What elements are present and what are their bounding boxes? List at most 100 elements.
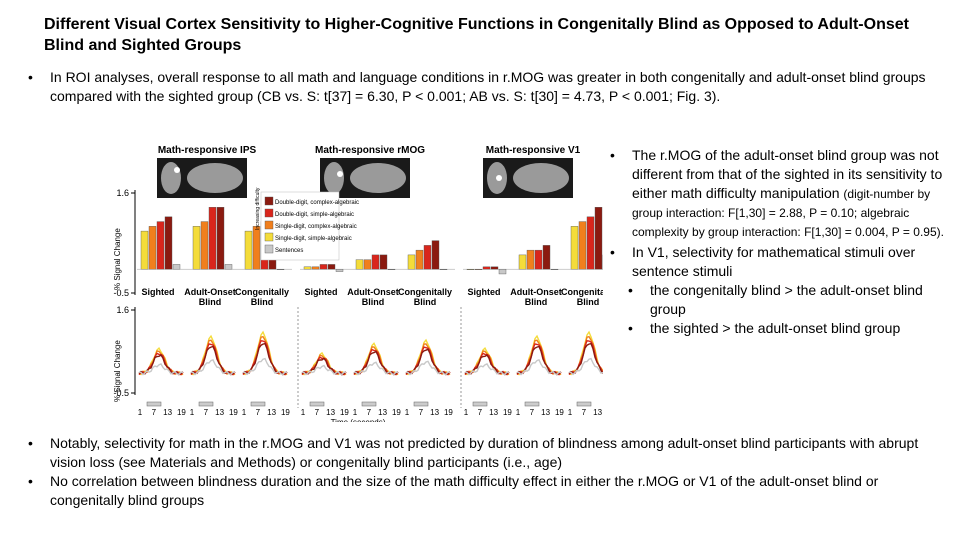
time-course (301, 364, 347, 376)
x-tick-label: 1 (242, 408, 247, 417)
time-course (568, 357, 603, 376)
group-label: Adult-Onset Blind (347, 287, 399, 307)
bar (550, 268, 559, 270)
group-label: Congenitally Blind (235, 287, 290, 307)
stim-bar (146, 401, 162, 407)
x-tick-label: 19 (444, 408, 453, 417)
time-course (568, 342, 603, 374)
bar (594, 207, 603, 270)
x-tick-label: 13 (267, 408, 276, 417)
legend-swatch (264, 220, 274, 230)
panel-title: Math-responsive V1 (486, 145, 581, 156)
x-tick-label: 1 (568, 408, 573, 417)
x-tick-label: 1 (464, 408, 469, 417)
group-label: Sighted (304, 287, 338, 297)
bar (423, 245, 432, 270)
time-course (138, 346, 184, 376)
legend-swatch (264, 196, 274, 206)
bar (379, 254, 388, 270)
group-label: Congenitally Blind (398, 287, 453, 307)
bar (216, 207, 225, 270)
panel-title: Math-responsive rMOG (315, 145, 425, 156)
x-tick-label: 13 (378, 408, 387, 417)
bar (327, 264, 336, 270)
x-tick-label: 13 (489, 408, 498, 417)
bullet: In ROI analyses, overall response to all… (28, 68, 928, 106)
x-tick-label: 19 (340, 408, 349, 417)
time-course (464, 363, 510, 376)
x-tick-label: 7 (582, 408, 587, 417)
bar (172, 264, 181, 270)
x-tick-label: 7 (530, 408, 535, 417)
panel-title: Math-responsive IPS (158, 145, 257, 156)
group-label: Adult-Onset Blind (184, 287, 236, 307)
y-tick-label: 1.6 (116, 188, 129, 198)
slide-title: Different Visual Cortex Sensitivity to H… (44, 16, 909, 54)
bar (498, 268, 507, 275)
group-label: Congenitally Blind (561, 287, 603, 307)
bar (252, 226, 261, 270)
brain (187, 163, 243, 193)
legend-swatch (264, 232, 274, 242)
x-tick-label: 19 (555, 408, 564, 417)
bar (407, 254, 416, 270)
legend-label: Double-digit, simple-algebraic (275, 212, 354, 218)
stim-bar (472, 401, 488, 407)
bar (335, 268, 344, 272)
time-course (190, 359, 236, 376)
bar (578, 221, 587, 270)
bar (526, 249, 535, 270)
legend-label: Sentences (275, 248, 303, 254)
x-tick-label: 19 (177, 408, 186, 417)
x-tick-label: 13 (326, 408, 335, 417)
x-tick-label: 13 (541, 408, 550, 417)
bar (148, 226, 157, 270)
bottom-bullets: Notably, selectivity for math in the r.M… (28, 434, 928, 510)
bar (482, 266, 491, 270)
x-tick-label: 13 (215, 408, 224, 417)
x-axis-label: Time (seconds) (331, 418, 386, 422)
bar (156, 221, 165, 270)
panel-title-bg (310, 142, 446, 156)
bullet-text: The r.MOG of the adult-onset blind group… (632, 147, 943, 201)
bar (570, 226, 579, 270)
bar (303, 266, 312, 270)
time-course (353, 342, 399, 376)
top-bullets: In ROI analyses, overall response to all… (28, 68, 928, 106)
brain (350, 163, 406, 193)
bar (431, 240, 440, 270)
panel-title-bg (147, 142, 283, 156)
bar (439, 268, 448, 270)
x-tick-label: 13 (430, 408, 439, 417)
stim-bar (309, 401, 325, 407)
bar (224, 264, 233, 270)
x-tick-label: 1 (353, 408, 358, 417)
legend-box (260, 191, 340, 261)
x-tick-label: 19 (281, 408, 290, 417)
roi (337, 171, 343, 177)
x-tick-label: 7 (367, 408, 372, 417)
bar (490, 266, 499, 270)
brain (161, 162, 181, 194)
bar (363, 259, 372, 270)
x-tick-label: 7 (152, 408, 157, 417)
figure-graphic: 1.61.6-0.5-0.5% Signal Change% Signal Ch… (113, 142, 603, 422)
bar (415, 249, 424, 270)
x-tick-label: 7 (419, 408, 424, 417)
bullet-note: (digit-number by group interaction: F[1,… (632, 187, 944, 239)
x-tick-label: 19 (503, 408, 512, 417)
side-bullets: The r.MOG of the adult-onset blind group… (610, 146, 955, 338)
time-course (464, 346, 510, 376)
brain (324, 162, 344, 194)
bar (244, 230, 253, 270)
time-course (516, 359, 562, 376)
y-tick-label: -0.5 (113, 388, 129, 398)
bar (192, 226, 201, 270)
stim-bar (250, 401, 266, 407)
time-course (516, 334, 562, 376)
time-course (405, 338, 451, 376)
legend-label: Double-digit, complex-algebraic (275, 200, 359, 206)
x-tick-label: 7 (478, 408, 483, 417)
stim-bar (413, 401, 429, 407)
